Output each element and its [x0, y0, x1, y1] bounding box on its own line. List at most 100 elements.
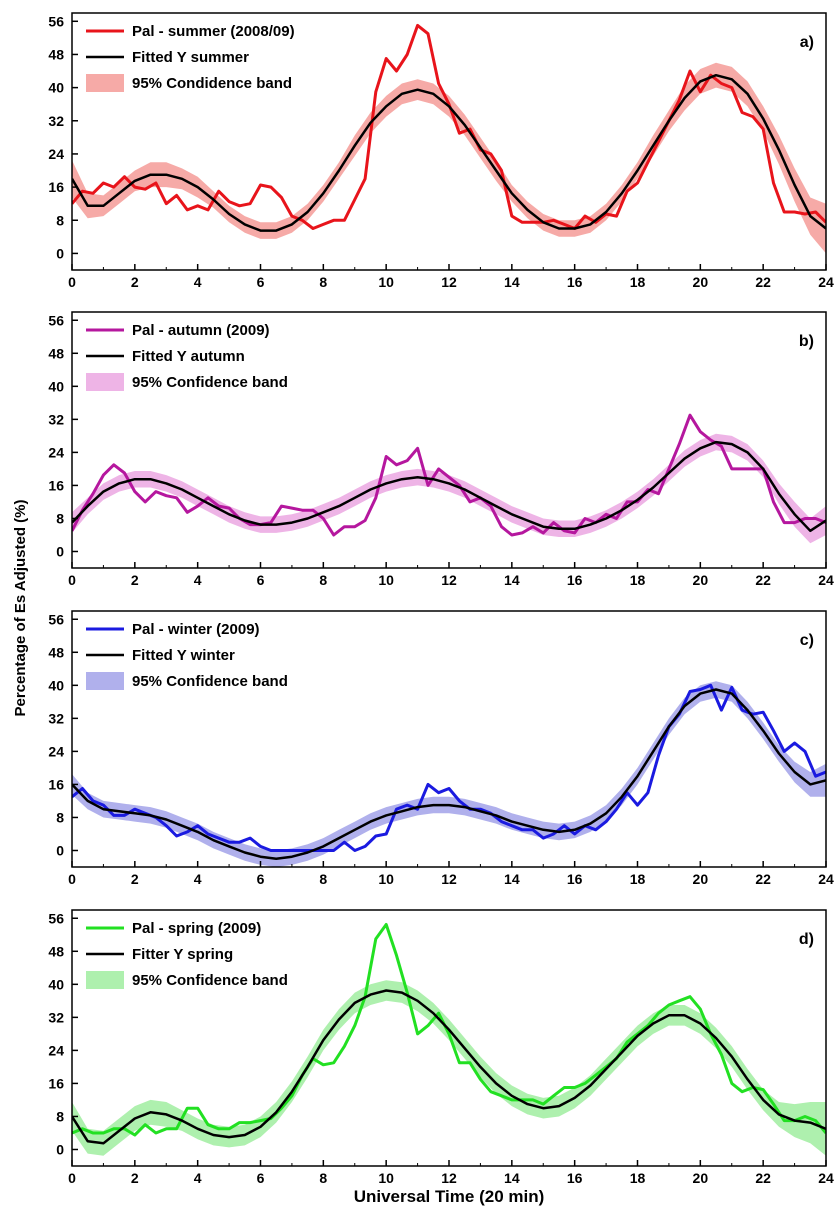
x-tick-label: 4 — [194, 1170, 202, 1186]
y-tick-label: 24 — [48, 743, 64, 759]
y-tick-label: 56 — [48, 910, 64, 926]
x-tick-label: 0 — [68, 871, 76, 887]
y-axis-label: Percentage of Es Adjusted (%) — [12, 500, 29, 717]
observed-series-line — [72, 923, 826, 1137]
fitted-series-line — [72, 688, 826, 860]
y-tick-label: 24 — [48, 444, 64, 460]
legend-fit-label: Fitted Y winter — [132, 647, 235, 664]
x-tick-label: 12 — [441, 1170, 457, 1186]
observed-series-line — [72, 683, 826, 852]
y-tick-label: 24 — [48, 1042, 64, 1058]
plot-area — [72, 413, 826, 544]
legend-observed-label: Pal - winter (2009) — [132, 621, 260, 638]
x-tick-label: 0 — [68, 274, 76, 290]
y-tick-label: 0 — [56, 1141, 64, 1157]
y-tick-label: 16 — [48, 1075, 64, 1091]
y-tick-label: 16 — [48, 179, 64, 195]
x-tick-label: 12 — [441, 274, 457, 290]
x-tick-label: 0 — [68, 572, 76, 588]
panel-label: b) — [799, 333, 814, 350]
confidence-band — [72, 980, 826, 1156]
x-tick-label: 8 — [319, 871, 327, 887]
x-tick-label: 2 — [131, 1170, 139, 1186]
legend-observed-label: Pal - spring (2009) — [132, 920, 261, 937]
y-tick-label: 32 — [48, 710, 64, 726]
x-tick-label: 10 — [378, 871, 394, 887]
x-tick-label: 8 — [319, 274, 327, 290]
legend-band-label: 95% Confidence band — [132, 673, 288, 690]
y-tick-label: 24 — [48, 146, 64, 162]
x-tick-label: 24 — [818, 871, 834, 887]
x-tick-label: 24 — [818, 1170, 834, 1186]
y-tick-label: 48 — [48, 46, 64, 62]
y-tick-label: 0 — [56, 245, 64, 261]
y-tick-label: 56 — [48, 611, 64, 627]
x-tick-label: 24 — [818, 274, 834, 290]
legend-fit-label: Fitted Y summer — [132, 49, 249, 66]
x-tick-label: 6 — [257, 1170, 265, 1186]
y-tick-label: 32 — [48, 411, 64, 427]
x-axis-label: Universal Time (20 min) — [354, 1187, 545, 1206]
x-tick-label: 6 — [257, 274, 265, 290]
y-tick-label: 8 — [56, 809, 64, 825]
panel-label: a) — [800, 34, 814, 51]
y-tick-label: 16 — [48, 477, 64, 493]
x-tick-label: 8 — [319, 572, 327, 588]
plot-area — [72, 23, 826, 254]
panel-label: c) — [800, 632, 814, 649]
x-tick-label: 20 — [693, 572, 709, 588]
x-tick-label: 24 — [818, 572, 834, 588]
x-tick-label: 2 — [131, 572, 139, 588]
y-tick-label: 0 — [56, 543, 64, 559]
x-tick-label: 6 — [257, 871, 265, 887]
x-tick-label: 6 — [257, 572, 265, 588]
x-tick-label: 22 — [755, 871, 771, 887]
x-tick-label: 16 — [567, 871, 583, 887]
y-tick-label: 32 — [48, 1009, 64, 1025]
x-tick-label: 22 — [755, 572, 771, 588]
x-tick-label: 4 — [194, 274, 202, 290]
legend-band-label: 95% Confidence band — [132, 374, 288, 391]
y-tick-label: 40 — [48, 80, 64, 96]
y-tick-label: 40 — [48, 677, 64, 693]
x-tick-label: 14 — [504, 572, 520, 588]
legend-fit-label: Fitter Y spring — [132, 946, 233, 963]
legend-band-label: 95% Confidence band — [132, 972, 288, 989]
x-tick-label: 22 — [755, 274, 771, 290]
fitted-series-line — [72, 73, 826, 232]
x-tick-label: 18 — [630, 274, 646, 290]
legend-band-swatch — [86, 373, 124, 391]
x-tick-label: 20 — [693, 1170, 709, 1186]
plot-area — [72, 923, 826, 1156]
x-tick-label: 22 — [755, 1170, 771, 1186]
x-tick-label: 20 — [693, 274, 709, 290]
x-tick-label: 8 — [319, 1170, 327, 1186]
y-tick-label: 8 — [56, 510, 64, 526]
x-tick-label: 2 — [131, 274, 139, 290]
x-tick-label: 2 — [131, 871, 139, 887]
observed-series-line — [72, 23, 826, 230]
legend-observed-label: Pal - summer (2008/09) — [132, 23, 295, 40]
y-tick-label: 8 — [56, 212, 64, 228]
x-tick-label: 12 — [441, 871, 457, 887]
x-tick-label: 0 — [68, 1170, 76, 1186]
observed-series-line — [72, 413, 826, 537]
y-tick-label: 0 — [56, 842, 64, 858]
y-tick-label: 16 — [48, 776, 64, 792]
y-tick-label: 48 — [48, 345, 64, 361]
legend-observed-label: Pal - autumn (2009) — [132, 322, 270, 339]
y-tick-label: 48 — [48, 644, 64, 660]
plot-area — [72, 681, 826, 867]
x-tick-label: 14 — [504, 871, 520, 887]
x-tick-label: 18 — [630, 1170, 646, 1186]
confidence-band — [72, 62, 826, 254]
panel-label: d) — [799, 931, 814, 948]
legend-band-label: 95% Condidence band — [132, 75, 292, 92]
